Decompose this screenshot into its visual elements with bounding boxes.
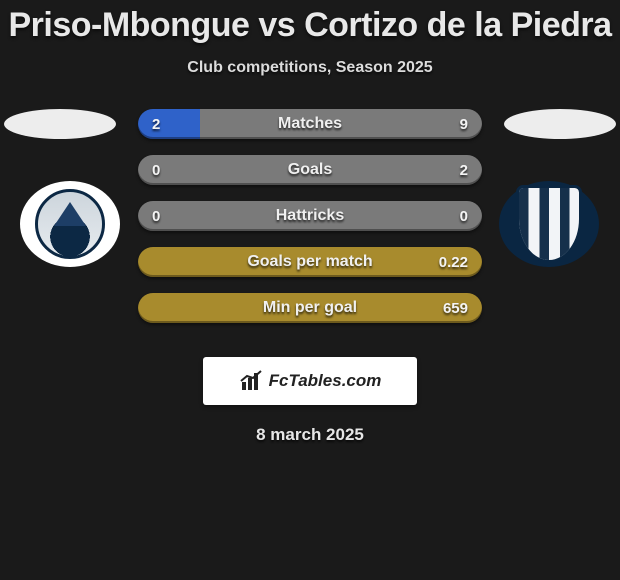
flag-right <box>504 109 616 139</box>
club-badge-right <box>499 181 599 267</box>
stat-row: 0.22Goals per match <box>138 247 482 277</box>
club-badge-left <box>20 181 120 267</box>
stat-label: Goals <box>138 161 482 179</box>
stat-label: Matches <box>138 115 482 133</box>
stat-row: 0 2Goals <box>138 155 482 185</box>
flag-left <box>4 109 116 139</box>
stat-row: 0 0Hattricks <box>138 201 482 231</box>
stat-right-value: 659 <box>443 300 468 317</box>
stat-right-value: 9 <box>460 116 468 133</box>
stat-right-value: 0.22 <box>439 254 468 271</box>
comparison-area: 29Matches02Goals00Hattricks0.22Goals per… <box>0 109 620 339</box>
page-subtitle: Club competitions, Season 2025 <box>0 59 620 77</box>
bar-chart-icon <box>239 369 263 393</box>
match-date: 8 march 2025 <box>0 425 620 445</box>
stat-row: 2 9Matches <box>138 109 482 139</box>
brand-text: FcTables.com <box>269 371 382 391</box>
stat-right-value: 2 <box>460 162 468 179</box>
stat-label: Min per goal <box>138 299 482 317</box>
monterrey-crest-icon <box>516 185 582 263</box>
stat-label: Goals per match <box>138 253 482 271</box>
brand-badge: FcTables.com <box>203 357 417 405</box>
whitecaps-crest-icon <box>35 189 105 259</box>
stat-row: 659Min per goal <box>138 293 482 323</box>
stat-label: Hattricks <box>138 207 482 225</box>
stat-left-value: 2 <box>152 116 160 133</box>
page-title: Priso-Mbongue vs Cortizo de la Piedra <box>0 6 620 45</box>
stat-left-value: 0 <box>152 208 160 225</box>
stat-rows: 29Matches02Goals00Hattricks0.22Goals per… <box>138 109 482 323</box>
stat-right-value: 0 <box>460 208 468 225</box>
stat-left-value: 0 <box>152 162 160 179</box>
